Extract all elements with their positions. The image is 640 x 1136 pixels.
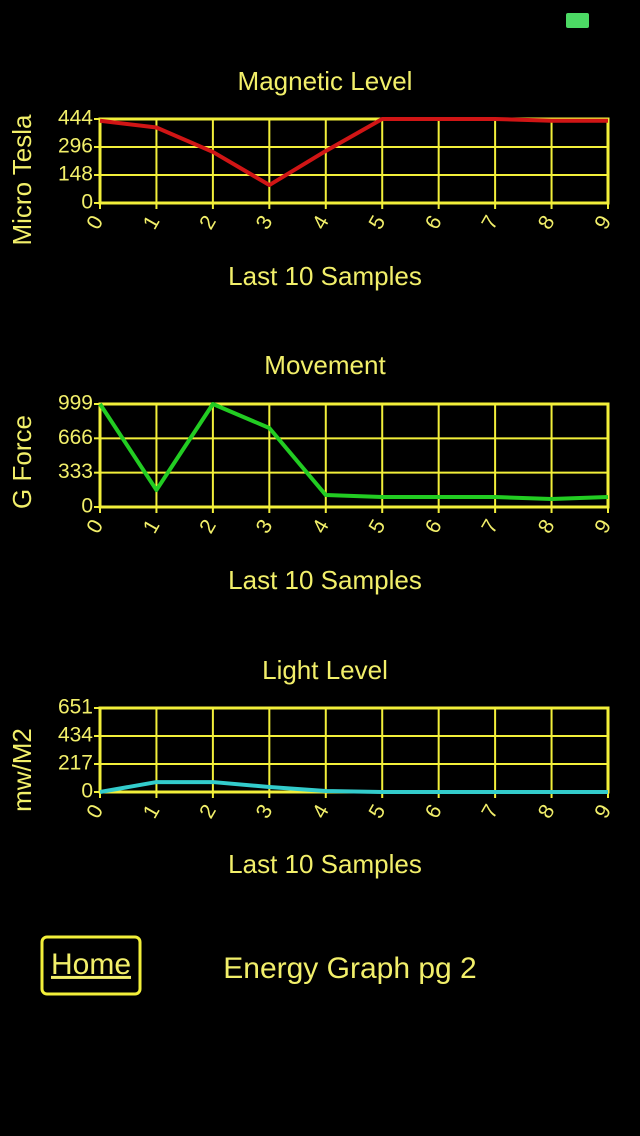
x-tick-label: 0 bbox=[82, 516, 108, 538]
plot-frame bbox=[98, 706, 610, 794]
y-tick-label: 0 bbox=[81, 495, 93, 518]
x-axis-label: Last 10 Samples bbox=[228, 261, 422, 291]
home-button-label[interactable]: Home bbox=[51, 948, 131, 981]
x-tick-label: 5 bbox=[365, 801, 391, 823]
y-tick-label: 444 bbox=[58, 107, 93, 130]
x-tick-label: 2 bbox=[195, 516, 221, 538]
x-tick-label: 6 bbox=[421, 212, 447, 234]
x-tick-label: 6 bbox=[421, 801, 447, 823]
x-tick-label: 2 bbox=[195, 212, 221, 234]
y-tick-label: 333 bbox=[58, 460, 93, 483]
x-tick-label: 6 bbox=[421, 516, 447, 538]
data-line bbox=[99, 117, 608, 188]
y-axis-label: G Force bbox=[7, 415, 37, 509]
y-tick-label: 434 bbox=[58, 724, 93, 747]
x-axis-label: Last 10 Samples bbox=[228, 849, 422, 879]
x-tick-label: 9 bbox=[590, 801, 616, 823]
chart-title: Light Level bbox=[262, 655, 388, 685]
data-line bbox=[98, 402, 609, 501]
x-tick-label: 0 bbox=[82, 212, 108, 234]
y-tick-label: 296 bbox=[58, 135, 93, 158]
x-tick-label: 0 bbox=[82, 801, 108, 823]
y-tick-label: 148 bbox=[58, 163, 93, 186]
x-tick-label: 2 bbox=[195, 801, 221, 823]
x-tick-label: 7 bbox=[477, 516, 503, 538]
x-tick-label: 3 bbox=[252, 516, 278, 538]
x-tick-label: 8 bbox=[534, 212, 560, 234]
x-tick-label: 7 bbox=[477, 801, 503, 823]
x-tick-label: 3 bbox=[252, 212, 278, 234]
x-tick-label: 8 bbox=[534, 516, 560, 538]
x-tick-label: 4 bbox=[308, 800, 334, 822]
x-tick-label: 8 bbox=[534, 801, 560, 823]
x-tick-label: 9 bbox=[590, 212, 616, 234]
x-tick-label: 9 bbox=[590, 516, 616, 538]
x-axis-label: Last 10 Samples bbox=[228, 565, 422, 595]
chart-title: Movement bbox=[264, 350, 386, 380]
x-tick-label: 1 bbox=[139, 516, 165, 538]
x-tick-label: 7 bbox=[477, 212, 503, 234]
page-title: Energy Graph pg 2 bbox=[223, 952, 477, 985]
y-axis-label: mw/M2 bbox=[7, 728, 37, 812]
home-button[interactable] bbox=[40, 935, 142, 996]
y-tick-label: 0 bbox=[81, 780, 93, 803]
x-tick-label: 1 bbox=[139, 801, 165, 823]
x-tick-label: 5 bbox=[365, 516, 391, 538]
y-tick-label: 666 bbox=[58, 426, 93, 449]
x-tick-label: 5 bbox=[365, 212, 391, 234]
status-indicator bbox=[566, 13, 589, 28]
x-tick-label: 3 bbox=[252, 801, 278, 823]
plot-frame bbox=[98, 117, 610, 205]
chart-title: Magnetic Level bbox=[238, 66, 413, 96]
y-tick-label: 217 bbox=[58, 752, 93, 775]
y-tick-label: 651 bbox=[58, 696, 93, 719]
x-tick-label: 1 bbox=[139, 212, 165, 234]
x-tick-label: 4 bbox=[308, 211, 334, 233]
y-tick-label: 0 bbox=[81, 191, 93, 214]
data-line bbox=[99, 780, 608, 794]
plot-frame bbox=[98, 402, 610, 509]
y-tick-label: 999 bbox=[58, 392, 93, 415]
y-axis-label: Micro Tesla bbox=[7, 114, 37, 246]
x-tick-label: 4 bbox=[308, 515, 334, 537]
